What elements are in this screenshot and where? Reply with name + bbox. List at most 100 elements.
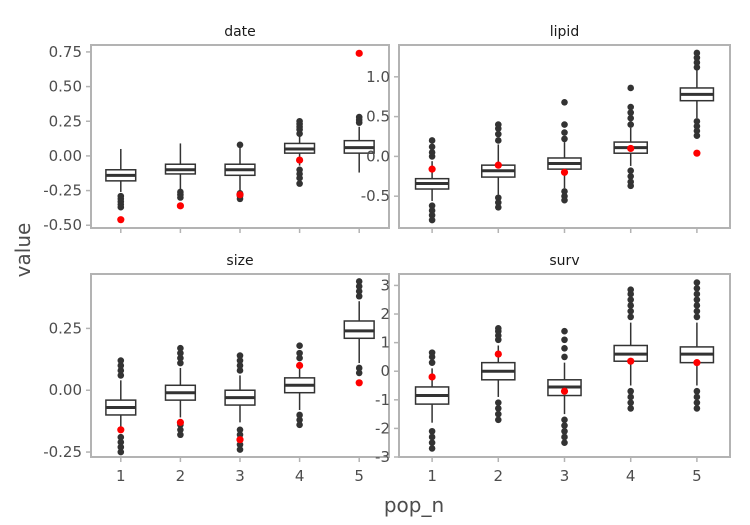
outlier-point: [561, 427, 568, 435]
observed-point: [693, 359, 701, 367]
box-3: [224, 352, 256, 453]
observed-point: [355, 379, 363, 387]
strip-title-lipid: lipid: [550, 24, 579, 40]
outlier-point: [117, 357, 125, 364]
box-1: [105, 357, 137, 456]
outlier-point: [627, 172, 634, 180]
x-tick-label: 2: [176, 467, 186, 485]
outlier-point: [627, 296, 634, 304]
outlier-point: [236, 426, 244, 434]
outlier-point: [428, 445, 436, 452]
outlier-point: [428, 149, 436, 156]
box-1: [105, 148, 137, 224]
x-axis-title: pop_n: [384, 493, 444, 517]
y-axis-title: value: [11, 223, 35, 278]
observed-point: [428, 165, 436, 173]
outlier-point: [428, 143, 436, 151]
outlier-point: [428, 202, 436, 210]
outlier-point: [117, 362, 125, 369]
outlier-point: [236, 441, 244, 448]
outlier-point: [627, 387, 634, 395]
box-2: [164, 143, 197, 210]
outlier-point: [693, 54, 701, 62]
outlier-point: [561, 121, 568, 128]
outlier-point: [627, 167, 634, 175]
x-tick-label: 2: [494, 467, 504, 485]
outlier-point: [296, 180, 303, 187]
y-tick-label: -2: [375, 419, 390, 437]
observed-point: [627, 144, 635, 153]
outlier-point: [561, 439, 568, 447]
outlier-point: [177, 354, 184, 362]
panel-surv: surv -3 -2 -1 0 1 2 3 1 2 3 4 5: [375, 253, 731, 485]
y-tick-label: 0.75: [49, 43, 82, 61]
outlier-point: [627, 182, 634, 190]
y-tick-label: -0.50: [43, 216, 82, 234]
y-tick-label: 1.0: [366, 68, 390, 86]
box-5: [343, 49, 375, 173]
observed-point: [236, 436, 244, 444]
outlier-point: [495, 416, 502, 424]
y-tick-label: 0.00: [49, 147, 82, 165]
outlier-point: [693, 132, 701, 140]
outlier-point: [177, 426, 184, 434]
outlier-point: [693, 290, 701, 298]
observed-point: [494, 161, 502, 169]
outlier-point: [117, 372, 125, 379]
outlier-point: [693, 63, 701, 71]
box-2: [481, 121, 516, 211]
box-5: [679, 279, 715, 412]
x-tick-label: 1: [116, 467, 126, 485]
observed-point: [693, 149, 701, 157]
y-tick-label: 0.00: [49, 381, 82, 399]
observed-point: [236, 191, 244, 199]
observed-point: [117, 216, 125, 224]
outlier-point: [236, 141, 244, 149]
box-4: [283, 342, 316, 429]
outlier-point: [627, 109, 634, 116]
outlier-point: [627, 286, 634, 294]
outlier-point: [428, 349, 436, 356]
observed-point: [428, 373, 436, 381]
observed-point: [627, 357, 635, 365]
observed-point: [560, 168, 569, 176]
x-tick-label: 3: [235, 467, 245, 485]
outlier-point: [117, 203, 125, 211]
outlier-point: [495, 204, 502, 211]
y-tick-label: 0: [380, 362, 390, 380]
box-5: [343, 278, 375, 387]
outlier-point: [428, 427, 436, 435]
panel-date: date -0.50 -0.25 0.00 0.25 0.50 0.75: [43, 24, 390, 234]
observed-point: [296, 361, 304, 370]
outlier-point: [627, 84, 634, 92]
outlier-point: [495, 399, 502, 406]
y-tick-label: 0.5: [366, 108, 390, 126]
facet-panels: date-0.50-0.250.000.250.500.75lipid-0.50…: [43, 24, 731, 485]
outlier-point: [627, 121, 634, 128]
box-4: [613, 286, 649, 412]
outlier-point: [236, 367, 244, 374]
outlier-point: [561, 188, 568, 195]
y-tick-label: 0.25: [49, 112, 82, 130]
box-1: [414, 349, 450, 452]
outlier-point: [296, 354, 303, 362]
outlier-point: [561, 353, 568, 361]
box-3: [224, 141, 256, 203]
outlier-point: [236, 446, 244, 453]
outlier-point: [428, 211, 436, 219]
outlier-point: [428, 359, 436, 366]
outlier-point: [495, 325, 502, 332]
outlier-point: [561, 196, 568, 204]
observed-point: [355, 49, 363, 57]
outlier-point: [296, 416, 303, 424]
outlier-point: [428, 207, 436, 214]
outlier-point: [693, 399, 701, 406]
outlier-point: [117, 443, 125, 451]
outlier-point: [693, 313, 701, 321]
panel-lipid: lipid -0.5 0.0 0.5 1.0: [361, 24, 731, 233]
box-2: [481, 325, 516, 424]
y-tick-label: 0.0: [366, 147, 390, 165]
outlier-point: [693, 59, 701, 66]
x-tick-label: 5: [354, 467, 364, 485]
outlier-point: [561, 422, 568, 429]
